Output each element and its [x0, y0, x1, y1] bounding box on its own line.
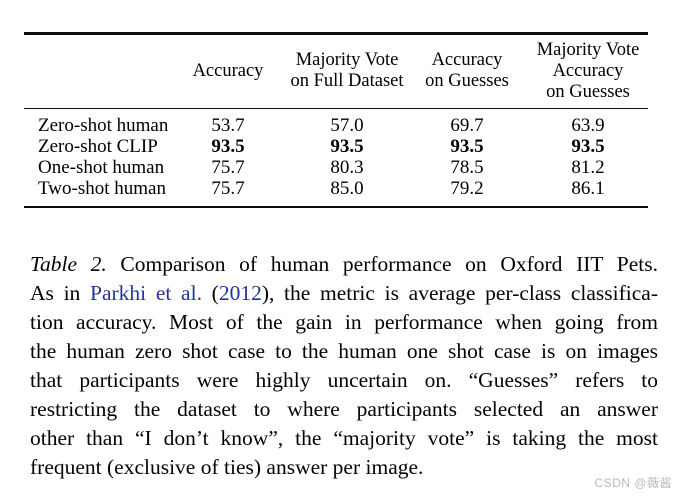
caption-table-label: Table 2.	[30, 252, 107, 276]
cell-value: 63.9	[571, 114, 605, 136]
table-rule-bottom	[24, 205, 648, 209]
table-row: Zero-shot human 53.7 57.0 69.7 63.9	[24, 115, 648, 136]
caption-line: that participants were highly uncertain …	[30, 366, 658, 395]
caption-text: that participants were highly uncertain …	[30, 368, 658, 392]
cell-value: 79.2	[450, 177, 484, 199]
cell-value: 85.0	[330, 177, 364, 199]
caption-text: Comparison of human performance on Oxfor…	[106, 252, 659, 276]
caption-line: the human zero shot case to the human on…	[30, 337, 658, 366]
cell-value: 93.5	[330, 135, 364, 157]
table-rule-top	[24, 32, 648, 35]
table-rule-middle	[24, 107, 648, 109]
row-label: Zero-shot human	[38, 114, 169, 136]
cell-value: 69.7	[450, 114, 484, 136]
table-row: Zero-shot CLIP 93.5 93.5 93.5 93.5	[24, 136, 648, 157]
caption-line: As in Parkhi et al. (2012), the metric i…	[30, 279, 658, 308]
watermark: CSDN @薇酱	[594, 476, 672, 490]
cell-value: 53.7	[211, 114, 245, 136]
cell-value: 75.7	[211, 177, 245, 199]
caption-text: other than “I don’t know”, the “majority…	[30, 426, 658, 450]
cell-value: 80.3	[330, 156, 364, 178]
row-label: One-shot human	[38, 156, 165, 178]
caption-line: Table 2. Comparison of human performance…	[30, 250, 658, 279]
row-label: Two-shot human	[38, 177, 166, 199]
results-table: Accuracy Majority Vote on Full Dataset Acc…	[24, 32, 648, 209]
caption-line: other than “I don’t know”, the “majority…	[30, 424, 658, 453]
column-header: Majority Vote Accuracy on Guesses	[536, 39, 640, 102]
cell-value: 93.5	[450, 135, 484, 157]
caption-text: (	[201, 281, 219, 305]
row-label: Zero-shot CLIP	[38, 135, 158, 157]
cell-value: 81.2	[571, 156, 605, 178]
table-body: Zero-shot human 53.7 57.0 69.7 63.9 Zero-shot…	[24, 109, 648, 206]
table-row: Two-shot human 75.7 85.0 79.2 86.1	[24, 178, 648, 199]
caption-text: the human zero shot case to the human on…	[30, 339, 658, 363]
column-header: Accuracy on Guesses	[425, 50, 509, 91]
citation-link[interactable]: Parkhi et al.	[90, 281, 202, 305]
cell-value: 93.5	[211, 135, 245, 157]
caption-text: ), the metric is average per-class class…	[261, 281, 658, 305]
caption-text: frequent (exclusive of ties) answer per …	[30, 455, 424, 479]
caption-line: frequent (exclusive of ties) answer per …	[30, 453, 658, 482]
citation-link[interactable]: 2012	[218, 281, 262, 305]
caption-text: restricting the dataset to where partici…	[30, 397, 658, 421]
column-header: Accuracy	[192, 60, 264, 81]
caption-line: tion accuracy. Most of the gain in perfo…	[30, 308, 658, 337]
caption-text: tion accuracy. Most of the gain in perfo…	[30, 310, 658, 334]
table-caption: Table 2. Comparison of human performance…	[30, 250, 658, 482]
column-header: Majority Vote on Full Dataset	[290, 50, 404, 91]
table-header-row: Accuracy Majority Vote on Full Dataset Acc…	[24, 35, 648, 108]
cell-value: 93.5	[571, 135, 605, 157]
caption-line: restricting the dataset to where partici…	[30, 395, 658, 424]
cell-value: 78.5	[450, 156, 484, 178]
cell-value: 86.1	[571, 177, 605, 199]
cell-value: 75.7	[211, 156, 245, 178]
cell-value: 57.0	[330, 114, 364, 136]
table-row: One-shot human 75.7 80.3 78.5 81.2	[24, 157, 648, 178]
caption-text: As in	[30, 281, 91, 305]
